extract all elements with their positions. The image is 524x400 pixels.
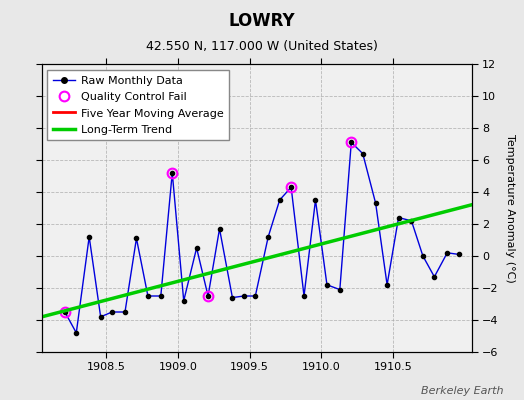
Text: LOWRY: LOWRY [228,12,296,30]
Text: 42.550 N, 117.000 W (United States): 42.550 N, 117.000 W (United States) [146,40,378,53]
Y-axis label: Temperature Anomaly (°C): Temperature Anomaly (°C) [505,134,515,282]
Legend: Raw Monthly Data, Quality Control Fail, Five Year Moving Average, Long-Term Tren: Raw Monthly Data, Quality Control Fail, … [48,70,229,140]
Text: Berkeley Earth: Berkeley Earth [421,386,503,396]
